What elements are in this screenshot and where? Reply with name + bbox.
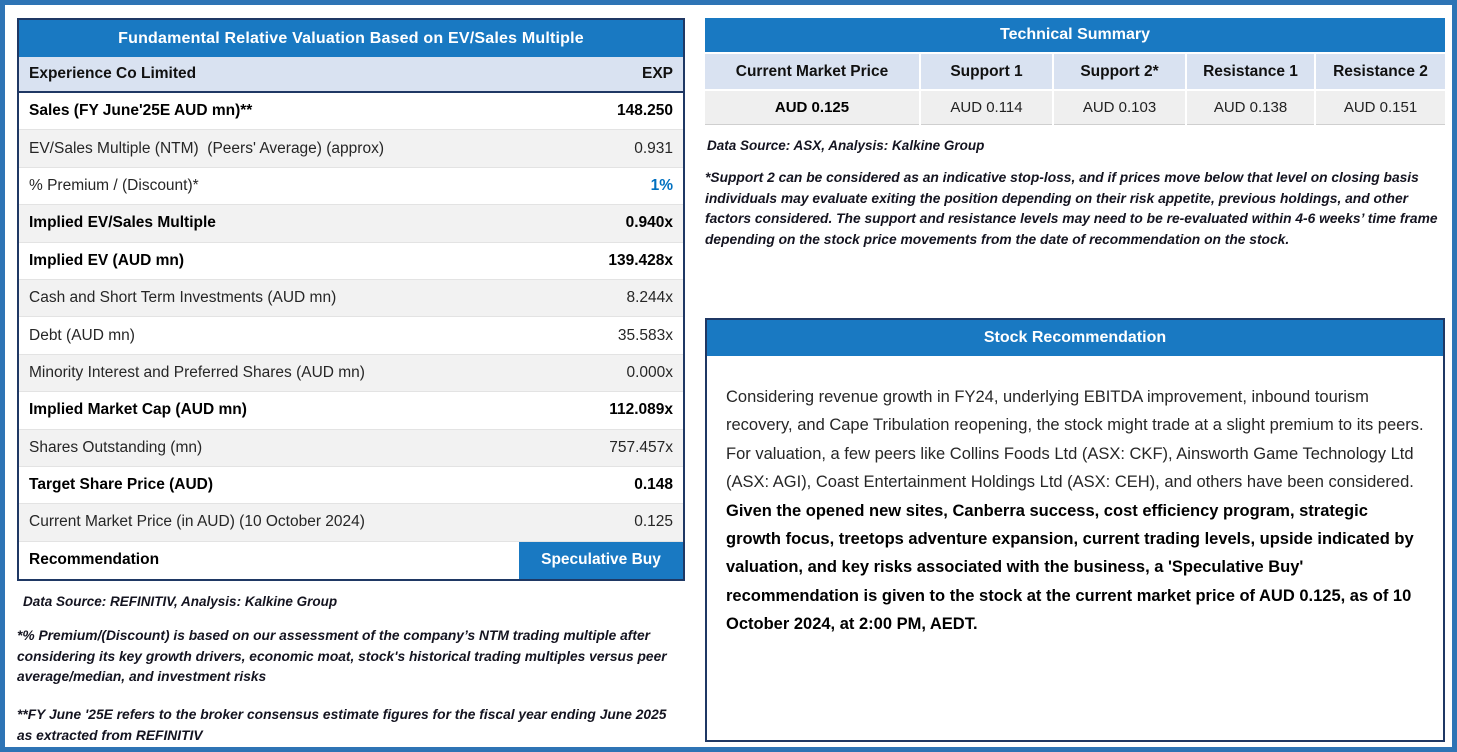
- valuation-row: Current Market Price (in AUD) (10 Octobe…: [19, 504, 683, 542]
- ticker-symbol: EXP: [641, 65, 673, 82]
- tech-column-header: Resistance 1: [1187, 54, 1314, 89]
- valuation-table-body: Sales (FY June'25E AUD mn)** 148.250 EV/Sa…: [19, 93, 683, 580]
- stock-recommendation-panel: Stock Recommendation Considering revenue…: [705, 318, 1445, 742]
- tech-value-cell: AUD 0.125: [705, 91, 919, 125]
- tech-column-header: Resistance 2: [1316, 54, 1445, 89]
- valuation-row-value: 757.457x: [609, 438, 673, 456]
- technical-summary-panel: Technical Summary Current Market Price Su…: [705, 18, 1445, 251]
- valuation-row-label: Cash and Short Term Investments (AUD mn): [29, 289, 337, 307]
- valuation-row-label: Implied EV (AUD mn): [29, 251, 185, 269]
- valuation-row: Minority Interest and Preferred Shares (…: [19, 354, 683, 393]
- recommendation-badge: Speculative Buy: [519, 541, 683, 580]
- valuation-row: Cash and Short Term Investments (AUD mn)…: [19, 279, 683, 318]
- valuation-row-label: Implied Market Cap (AUD mn): [29, 401, 247, 419]
- valuation-subheader: Experience Co Limited EXP: [19, 57, 683, 93]
- valuation-row-value: 112.089x: [609, 401, 673, 419]
- valuation-row: EV/Sales Multiple (NTM) (Peers' Average)…: [19, 130, 683, 168]
- valuation-row-value: 35.583x: [617, 326, 673, 344]
- valuation-panel: Fundamental Relative Valuation Based on …: [17, 18, 685, 747]
- valuation-row: Recommendation Speculative Buy: [19, 541, 683, 580]
- valuation-row: Debt (AUD mn) 35.583x: [19, 317, 683, 355]
- valuation-row-label: Current Market Price (in AUD) (10 Octobe…: [29, 513, 365, 531]
- valuation-title: Fundamental Relative Valuation Based on …: [19, 20, 683, 57]
- valuation-row: Target Share Price (AUD) 0.148: [19, 466, 683, 505]
- company-name: Experience Co Limited: [29, 65, 197, 82]
- valuation-row-label: EV/Sales Multiple (NTM) (Peers' Average)…: [29, 139, 384, 157]
- valuation-footnote-1: *% Premium/(Discount) is based on our as…: [17, 628, 671, 685]
- valuation-row-label: Recommendation: [29, 551, 160, 569]
- valuation-row-value: 0.000x: [626, 363, 673, 381]
- tech-column-header: Support 1: [921, 54, 1052, 89]
- valuation-row-value: 139.428x: [608, 251, 673, 269]
- valuation-row: % Premium / (Discount)* 1%: [19, 167, 683, 206]
- valuation-row-label: Sales (FY June'25E AUD mn)**: [29, 102, 253, 120]
- technical-summary-title: Technical Summary: [705, 18, 1445, 52]
- valuation-row: Shares Outstanding (mn) 757.457x: [19, 429, 683, 467]
- tech-value-cell: AUD 0.151: [1316, 91, 1445, 125]
- valuation-row-value: 8.244x: [626, 289, 673, 307]
- valuation-row-label: Debt (AUD mn): [29, 326, 135, 344]
- valuation-row-label: Shares Outstanding (mn): [29, 438, 203, 456]
- valuation-row-value: 1%: [650, 176, 673, 194]
- technical-data-source: Data Source: ASX, Analysis: Kalkine Grou…: [707, 138, 985, 153]
- valuation-row-value: 0.940x: [625, 214, 673, 232]
- technical-summary-grid: Current Market Price Support 1 Support 2* R…: [705, 54, 1445, 125]
- valuation-row: Implied EV (AUD mn) 139.428x: [19, 242, 683, 280]
- recommendation-text: Considering revenue growth in FY24, unde…: [726, 388, 1424, 492]
- stock-recommendation-body: Considering revenue growth in FY24, unde…: [707, 356, 1443, 638]
- valuation-footnote-2: **FY June '25E refers to the broker cons…: [17, 707, 675, 743]
- tech-value-cell: AUD 0.138: [1187, 91, 1314, 125]
- tech-column-header: Current Market Price: [705, 54, 919, 89]
- valuation-row: Implied Market Cap (AUD mn) 112.089x: [19, 392, 683, 430]
- stock-recommendation-title: Stock Recommendation: [707, 320, 1443, 356]
- valuation-row-label: Minority Interest and Preferred Shares (…: [29, 363, 365, 381]
- tech-value-cell: AUD 0.103: [1054, 91, 1185, 125]
- valuation-row-value: 0.931: [634, 139, 673, 157]
- technical-footnote: *Support 2 can be considered as an indic…: [705, 170, 1442, 248]
- tech-value-cell: AUD 0.114: [921, 91, 1052, 125]
- valuation-row-label: Target Share Price (AUD): [29, 476, 214, 494]
- valuation-row: Implied EV/Sales Multiple 0.940x: [19, 205, 683, 243]
- valuation-row-value: 0.148: [634, 476, 673, 494]
- valuation-row: Sales (FY June'25E AUD mn)** 148.250: [19, 93, 683, 131]
- valuation-data-source: Data Source: REFINITIV, Analysis: Kalkin…: [23, 594, 338, 610]
- recommendation-text-emphasis: Given the opened new sites, Canberra suc…: [726, 501, 1414, 634]
- valuation-row-label: Implied EV/Sales Multiple: [29, 214, 216, 232]
- tech-column-header: Support 2*: [1054, 54, 1185, 89]
- valuation-row-value: 0.125: [634, 513, 673, 531]
- valuation-table: Fundamental Relative Valuation Based on …: [17, 18, 685, 582]
- valuation-row-label: % Premium / (Discount)*: [29, 176, 199, 194]
- valuation-row-value: 148.250: [616, 102, 673, 120]
